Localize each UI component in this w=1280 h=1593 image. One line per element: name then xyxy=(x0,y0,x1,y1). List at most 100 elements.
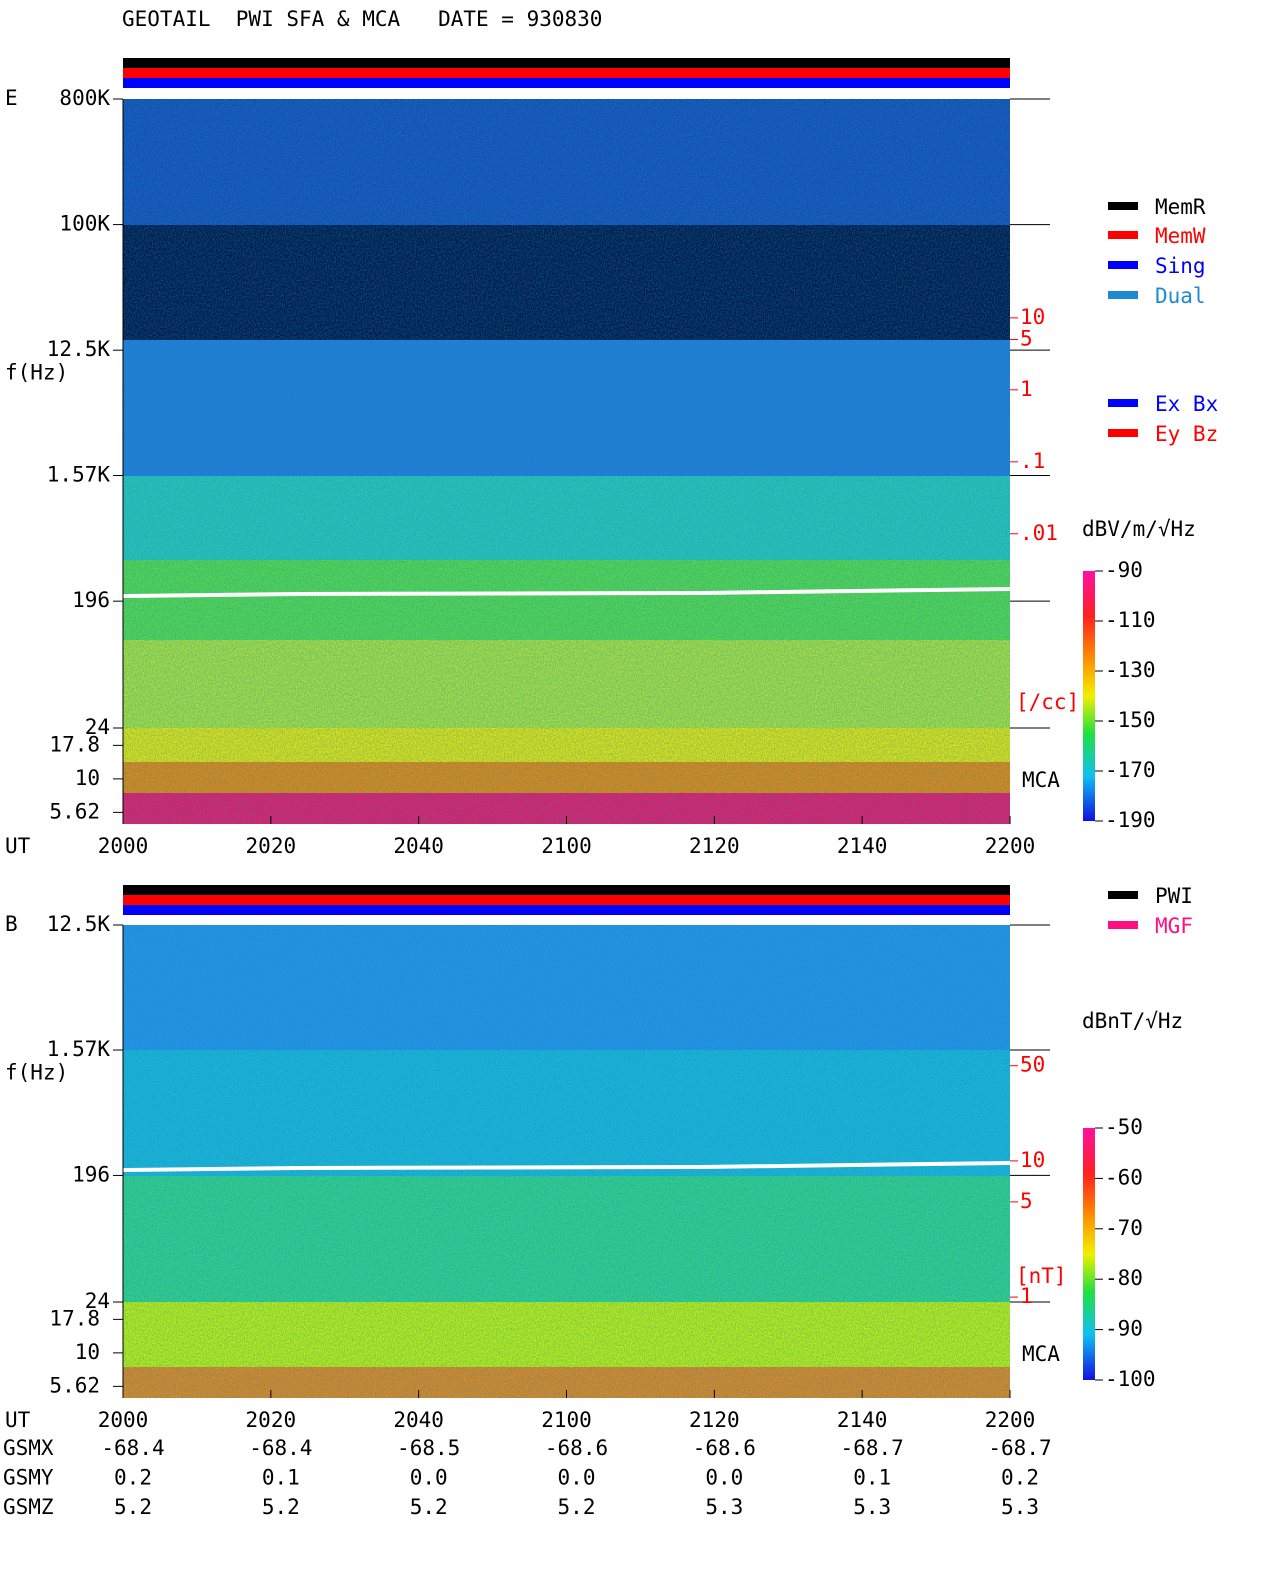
orbit-value: 0.0 xyxy=(558,1466,596,1490)
orbit-value: 5.2 xyxy=(114,1495,152,1519)
orbit-value: 0.0 xyxy=(705,1466,743,1490)
orbit-label: GSMZ xyxy=(3,1495,54,1519)
x-tick-label: 2140 xyxy=(837,1408,888,1432)
y-axis-label: f(Hz) xyxy=(5,1061,68,1085)
title: GEOTAIL PWI SFA & MCA DATE = 930830 xyxy=(122,7,602,31)
x-tick-label: 2120 xyxy=(689,1408,740,1432)
orbit-value: -68.7 xyxy=(988,1436,1051,1460)
legend-label: Ey Bz xyxy=(1155,422,1218,446)
x-tick-label: 2020 xyxy=(246,834,297,858)
y-tick-label: 24 xyxy=(85,1289,110,1313)
colorbar-tick-label: -70 xyxy=(1105,1216,1143,1240)
x-tick-label: 2040 xyxy=(393,1408,444,1432)
x-tick-label: 2020 xyxy=(246,1408,297,1432)
panel-label: E xyxy=(5,86,18,110)
mca-tick-label: 10 xyxy=(75,766,100,790)
orbit-value: 5.3 xyxy=(705,1495,743,1519)
legend-label: MemR xyxy=(1155,195,1206,219)
status-bar xyxy=(123,58,1010,68)
colorbar-tick-label: -190 xyxy=(1105,808,1156,832)
y-tick-label: 1.57K xyxy=(47,1037,111,1061)
colorbar-tick-label: -110 xyxy=(1105,608,1156,632)
colorbar-unit: dBV/m/√Hz xyxy=(1082,517,1196,541)
colorbar-tick-label: -90 xyxy=(1105,1317,1143,1341)
mca-tick-label: 10 xyxy=(75,1340,100,1364)
y2-tick-label: 1 xyxy=(1020,1284,1033,1308)
white-trace xyxy=(122,1161,1011,1172)
x-tick-label: 2120 xyxy=(689,834,740,858)
orbit-value: 5.2 xyxy=(410,1495,448,1519)
panel-label: B xyxy=(5,912,18,936)
orbit-value: 0.1 xyxy=(853,1466,891,1490)
y2-tick-label: 10 xyxy=(1020,305,1045,329)
y2-tick-label: 5 xyxy=(1020,327,1033,351)
legend-swatch xyxy=(1108,291,1138,299)
mca-tick-label: 17.8 xyxy=(49,732,100,756)
status-bar xyxy=(123,905,1010,915)
y-tick-label: 12.5K xyxy=(47,337,111,361)
x-tick-label: 2000 xyxy=(98,834,149,858)
orbit-value: -68.5 xyxy=(397,1436,460,1460)
mca-label: MCA xyxy=(1022,768,1060,792)
y2-tick-label: .01 xyxy=(1020,521,1058,545)
orbit-value: 5.3 xyxy=(853,1495,891,1519)
orbit-value: -68.4 xyxy=(101,1436,164,1460)
y-tick-label: 1.57K xyxy=(47,462,111,486)
y2-tick-label: 1 xyxy=(1020,377,1033,401)
x-tick-label: 2140 xyxy=(837,834,888,858)
orbit-value: 0.0 xyxy=(410,1466,448,1490)
orbit-value: -68.6 xyxy=(693,1436,756,1460)
colorbar xyxy=(1083,1128,1095,1380)
spectrogram-texture xyxy=(123,99,1010,824)
y-tick-label: 800K xyxy=(59,86,110,110)
legend-swatch xyxy=(1108,231,1138,239)
orbit-label: GSMX xyxy=(3,1436,54,1460)
spectrogram-texture xyxy=(123,925,1010,1398)
orbit-value: 5.2 xyxy=(262,1495,300,1519)
orbit-value: -68.4 xyxy=(249,1436,312,1460)
legend-swatch xyxy=(1108,429,1138,437)
legend-swatch xyxy=(1108,399,1138,407)
legend-label: MemW xyxy=(1155,224,1206,248)
orbit-value: 0.1 xyxy=(262,1466,300,1490)
orbit-value: 0.2 xyxy=(114,1466,152,1490)
colorbar-tick-label: -130 xyxy=(1105,658,1156,682)
x-tick-label: 2200 xyxy=(985,834,1036,858)
colorbar-unit: dBnT/√Hz xyxy=(1082,1009,1183,1033)
x-axis-label: UT xyxy=(5,1408,31,1432)
x-axis-label: UT xyxy=(5,834,31,858)
colorbar-tick-label: -150 xyxy=(1105,708,1156,732)
y-tick-label: 100K xyxy=(59,212,110,236)
y2-tick-label: .1 xyxy=(1020,449,1045,473)
y2-unit-label: [nT] xyxy=(1016,1264,1067,1288)
status-bar xyxy=(123,885,1010,895)
x-tick-label: 2100 xyxy=(541,1408,592,1432)
orbit-value: 5.3 xyxy=(1001,1495,1039,1519)
orbit-value: 0.2 xyxy=(1001,1466,1039,1490)
legend-swatch xyxy=(1108,921,1138,929)
legend-swatch xyxy=(1108,891,1138,899)
status-bar xyxy=(123,895,1010,905)
colorbar-tick-label: -80 xyxy=(1105,1266,1143,1290)
x-tick-label: 2200 xyxy=(985,1408,1036,1432)
y2-tick-label: 10 xyxy=(1020,1148,1045,1172)
status-bar xyxy=(123,78,1010,88)
white-trace xyxy=(122,587,1011,598)
legend-label: Sing xyxy=(1155,254,1206,278)
y2-tick-label: 50 xyxy=(1020,1053,1045,1077)
legend-swatch xyxy=(1108,261,1138,269)
colorbar xyxy=(1083,571,1095,821)
colorbar-tick-label: -170 xyxy=(1105,758,1156,782)
orbit-label: GSMY xyxy=(3,1466,54,1490)
orbit-value: -68.7 xyxy=(841,1436,904,1460)
legend-label: Ex Bx xyxy=(1155,392,1218,416)
y2-unit-label: [/cc] xyxy=(1016,690,1079,714)
colorbar-tick-label: -100 xyxy=(1105,1367,1156,1391)
mca-tick-label: 5.62 xyxy=(49,1373,100,1397)
status-bar xyxy=(123,68,1010,78)
y-tick-label: 196 xyxy=(72,588,110,612)
colorbar-tick-label: -50 xyxy=(1105,1115,1143,1139)
colorbar-tick-label: -90 xyxy=(1105,558,1143,582)
legend-label: PWI xyxy=(1155,884,1193,908)
